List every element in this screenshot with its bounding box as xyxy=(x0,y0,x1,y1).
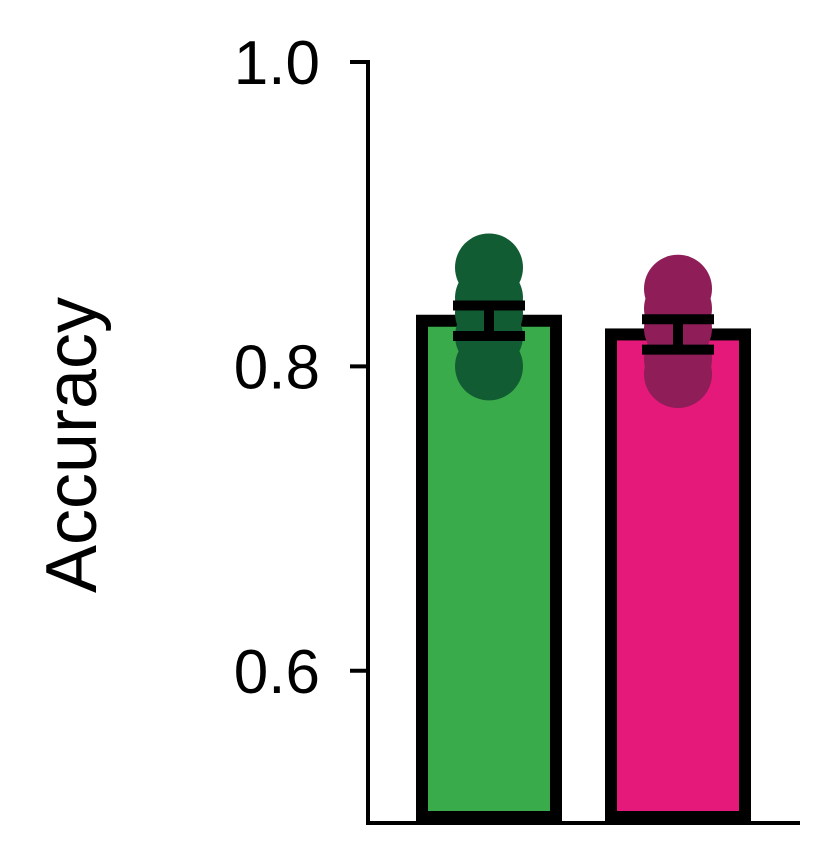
y-axis: 0.6 0.8 1.0 xyxy=(234,29,800,825)
data-point-group-1 xyxy=(455,332,523,401)
bars-layer xyxy=(416,314,751,823)
bar-group-2 xyxy=(605,328,751,823)
y-tick-label: 0.6 xyxy=(234,638,320,707)
error-bars-layer xyxy=(453,300,714,355)
y-tick-label: 0.8 xyxy=(234,333,320,402)
bar-group-1 xyxy=(416,314,562,823)
data-point-group-2 xyxy=(644,340,712,409)
y-tick-label: 1.0 xyxy=(234,29,320,98)
y-axis-title: Accuracy xyxy=(32,297,112,593)
